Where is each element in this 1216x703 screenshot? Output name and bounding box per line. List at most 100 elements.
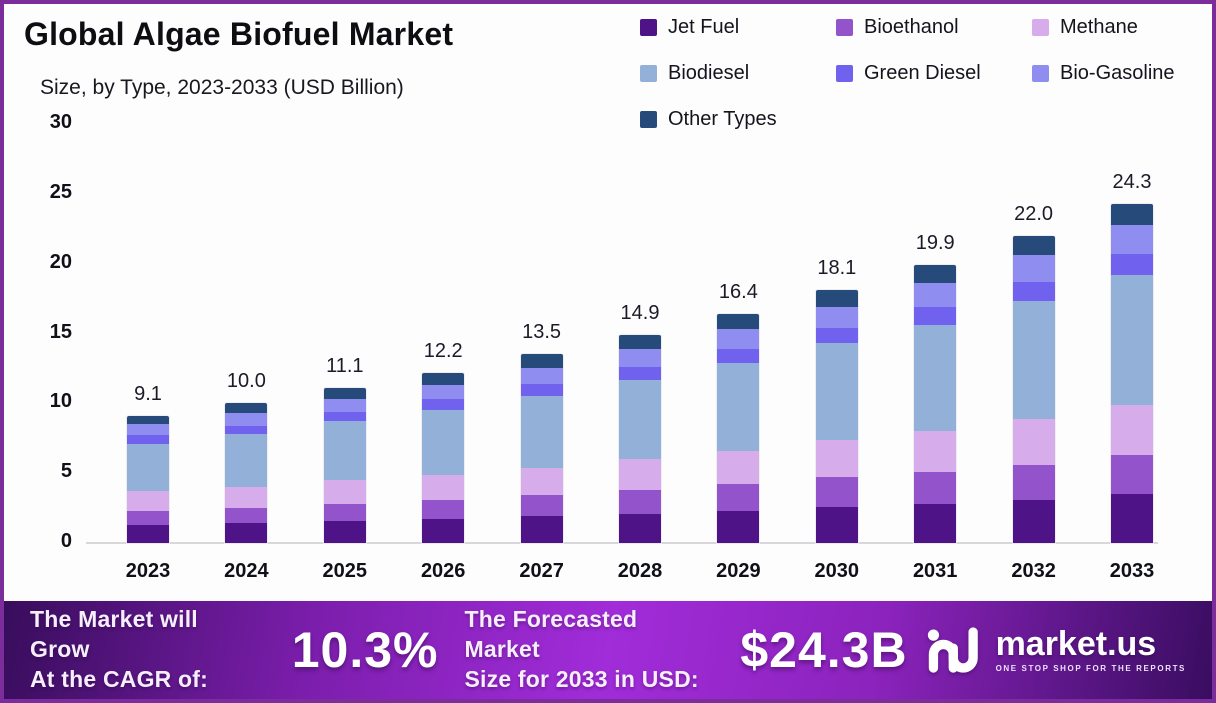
bar-segment-methane [323,480,366,504]
bar-segment-jet-fuel [717,510,760,543]
legend-item-bio-gasoline: Bio-Gasoline [1032,62,1175,85]
bar-segment-methane [520,467,563,496]
bar-segment-jet-fuel [619,513,661,543]
bar-segment-bio-gasoline [323,399,366,412]
bar-segment-jet-fuel [914,503,957,543]
bar-segment-other-types [422,372,465,386]
bar-segment-green-diesel [815,327,858,344]
bar-segment-biodiesel [914,325,957,432]
bar-2027 [520,354,563,543]
x-axis-baseline [86,542,1158,544]
bar-segment-other-types [520,354,563,369]
bar-segment-methane [1111,404,1153,455]
bar-segment-methane [914,431,957,472]
bar-segment-jet-fuel [1111,494,1153,543]
bar-segment-other-types [815,290,858,307]
bar-segment-bioethanol [1012,464,1055,500]
legend-label: Bioethanol [864,16,959,38]
cagr-label-line2: At the CAGR of: [30,665,209,692]
bar-segment-bio-gasoline [1012,255,1055,282]
cagr-value: 10.3% [291,622,439,678]
logo-text-block: market.us ONE STOP SHOP FOR THE REPORTS [996,627,1186,673]
legend-swatch-icon [640,111,657,128]
legend-label: Bio-Gasoline [1060,62,1175,84]
bar-segment-biodiesel [815,343,858,440]
forecast-label-line1: The Forecasted Market [464,606,638,663]
legend-item-biodiesel: Biodiesel [640,62,836,85]
bar-2033 [1111,203,1153,543]
bar-segment-bioethanol [127,510,169,525]
bar-segment-bio-gasoline [619,348,661,367]
logo-name: market.us [995,625,1157,663]
bar-segment-green-diesel [225,425,268,435]
bar-segment-biodiesel [1012,301,1055,419]
bar-segment-green-diesel [323,411,366,422]
x-axis-label-2028: 2028 [617,560,663,582]
bar-segment-bioethanol [225,508,268,524]
bar-segment-jet-fuel [127,524,169,543]
bar-segment-green-diesel [619,367,661,380]
bar-segment-biodiesel [323,421,366,481]
legend-swatch-icon [836,65,853,82]
bar-segment-green-diesel [1111,253,1153,275]
bar-2029 [717,313,760,543]
bar-segment-other-types [1111,203,1153,225]
bar-segment-bioethanol [323,503,366,521]
bar-segment-other-types [914,265,957,284]
bar-segment-green-diesel [1012,281,1055,302]
bar-segment-jet-fuel [323,520,366,543]
forecast-label-line2: Size for 2033 in USD: [464,665,699,692]
bar-segment-bioethanol [422,499,465,520]
x-axis-label-2030: 2030 [814,560,860,582]
bar-segment-bio-gasoline [225,413,268,426]
bar-segment-other-types [717,313,760,330]
x-axis-label-2032: 2032 [1011,560,1056,582]
bar-segment-other-types [127,415,169,425]
bar-segment-methane [815,439,858,478]
y-axis-tick-15: 15 [49,320,72,343]
bar-total-label-2029: 16.4 [718,280,758,303]
bar-total-label-2027: 13.5 [522,321,562,344]
y-axis-tick-20: 20 [49,250,72,273]
legend-label: Green Diesel [864,62,981,84]
bar-segment-jet-fuel [520,516,563,543]
y-axis-tick-5: 5 [60,460,72,483]
cagr-label: The Market will Grow At the CAGR of: [30,605,258,695]
chart-subtitle: Size, by Type, 2023-2033 (USD Billion) [40,76,404,99]
forecast-value: $24.3B [740,622,908,678]
bar-segment-bioethanol [914,471,957,504]
bar-segment-jet-fuel [422,519,465,543]
bar-segment-jet-fuel [815,506,858,543]
x-axis-label-2023: 2023 [125,560,171,582]
legend-swatch-icon [836,19,853,36]
bar-total-label-2028: 14.9 [620,301,660,324]
bar-segment-green-diesel [914,306,957,326]
cagr-label-line1: The Market will Grow [30,606,198,663]
bar-segment-methane [1012,418,1055,465]
bar-segment-jet-fuel [1012,499,1055,543]
bar-total-label-2024: 10.0 [226,370,266,393]
bar-2025 [323,387,366,543]
bar-chart-plot: 30 25 20 15 10 5 0 9.1 2023 10.0 2024 11.1 2025 12.2 2… [4,4,1212,699]
marketus-logo: market.us ONE STOP SHOP FOR THE REPORTS [926,621,1186,679]
bar-segment-bio-gasoline [520,368,563,384]
legend-swatch-icon [1032,19,1049,36]
bar-segment-methane [619,459,661,490]
bar-segment-other-types [225,403,268,414]
legend-item-jet-fuel: Jet Fuel [640,16,836,39]
bar-segment-bioethanol [619,489,661,514]
x-axis-label-2025: 2025 [322,560,368,582]
bar-segment-biodiesel [717,362,760,451]
bar-segment-other-types [619,334,661,349]
x-axis-label-2027: 2027 [519,560,564,582]
logo-tagline: ONE STOP SHOP FOR THE REPORTS [995,664,1186,673]
bar-segment-bioethanol [815,477,858,507]
bar-segment-bio-gasoline [127,424,169,436]
bar-2023 [127,415,169,543]
bar-segment-biodiesel [520,396,563,468]
x-axis-label-2029: 2029 [716,560,761,582]
bar-segment-bio-gasoline [717,329,760,349]
bar-total-label-2031: 19.9 [915,232,955,255]
chart-legend: Jet Fuel Bioethanol Methane Biodiesel Green … [640,16,1175,131]
bar-segment-green-diesel [127,435,169,444]
